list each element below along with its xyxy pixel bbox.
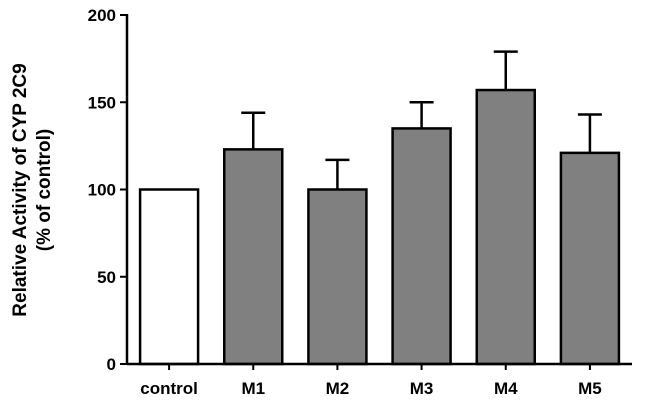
y-tick-label-0: 0 xyxy=(107,355,116,374)
x-tick-label-control: control xyxy=(140,379,198,398)
y-ticks: 0 50 100 150 200 xyxy=(88,6,127,374)
y-tick-label-50: 50 xyxy=(97,268,116,287)
bar-control xyxy=(138,188,200,366)
y-tick-label-150: 150 xyxy=(88,93,116,112)
bar-M3 xyxy=(391,127,452,366)
x-tick-label-M4: M4 xyxy=(494,379,518,398)
x-tick-label-M2: M2 xyxy=(326,379,350,398)
x-ticks: control M1 M2 M3 M4 M5 xyxy=(140,364,602,398)
y-tick-label-200: 200 xyxy=(88,6,116,25)
x-tick-label-M3: M3 xyxy=(410,379,434,398)
y-tick-label-100: 100 xyxy=(88,181,116,200)
bar-M2 xyxy=(307,188,368,366)
y-axis-label-line-2: (% of control) xyxy=(34,129,55,251)
x-tick-label-M5: M5 xyxy=(578,379,602,398)
y-axis-label-line-1: Relative Activity of CYP 2C9 xyxy=(10,63,31,316)
bars xyxy=(138,88,621,366)
axes xyxy=(125,14,632,366)
bar-M1 xyxy=(223,148,284,366)
error-bars xyxy=(241,50,602,190)
x-tick-label-M1: M1 xyxy=(241,379,265,398)
y-axis-label: Relative Activity of CYP 2C9 (% of contr… xyxy=(10,63,55,316)
bar-M5 xyxy=(559,151,621,366)
bar-M4 xyxy=(475,88,536,366)
